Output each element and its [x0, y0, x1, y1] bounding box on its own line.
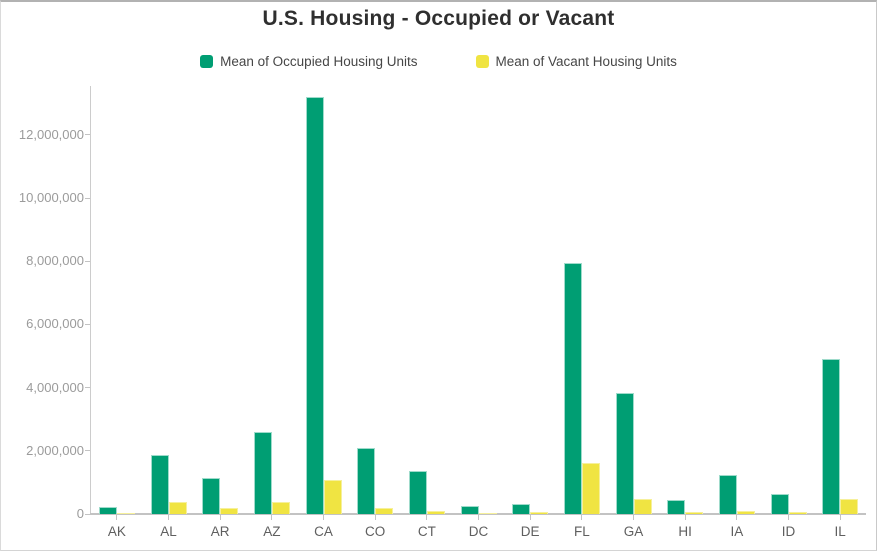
y-axis-label: 10,000,000	[18, 190, 84, 205]
y-axis-tick	[85, 450, 90, 452]
bar-vacant-co[interactable]	[375, 508, 394, 514]
x-axis-label-ia: IA	[730, 524, 744, 539]
x-axis-tick	[529, 515, 531, 520]
y-axis-label: 2,000,000	[26, 442, 84, 458]
x-axis-tick	[684, 515, 686, 520]
x-axis-label-fl: FL	[573, 524, 590, 539]
bar-vacant-il[interactable]	[840, 499, 859, 514]
legend-swatch-vacant-icon	[475, 55, 489, 68]
y-axis-tick	[85, 323, 90, 325]
x-axis-tick	[168, 515, 169, 520]
y-axis-line	[90, 86, 91, 514]
bar-vacant-ca[interactable]	[323, 480, 342, 514]
x-axis-tick	[839, 515, 841, 520]
bar-occupied-ga[interactable]	[615, 393, 634, 514]
bar-vacant-ga[interactable]	[633, 499, 652, 514]
x-axis-tick	[788, 515, 789, 520]
bar-vacant-id[interactable]	[788, 512, 807, 514]
y-axis-tick	[85, 197, 90, 199]
x-axis-tick	[426, 515, 428, 520]
x-axis-tick	[581, 515, 583, 520]
x-axis-line	[90, 513, 866, 515]
chart-title: U.S. Housing - Occupied or Vacant	[262, 7, 615, 30]
bar-vacant-al[interactable]	[168, 502, 187, 514]
legend-label-vacant: Mean of Vacant Housing Units	[495, 54, 677, 69]
bar-vacant-fl[interactable]	[581, 463, 600, 514]
legend-item-occupied[interactable]: Mean of Occupied Housing Units	[200, 54, 418, 69]
legend-label-occupied: Mean of Occupied Housing Units	[220, 54, 418, 69]
x-axis-tick	[478, 515, 479, 520]
x-axis-label-al: AL	[160, 524, 177, 539]
x-axis-label-az: AZ	[263, 524, 281, 539]
bar-occupied-ar[interactable]	[202, 478, 221, 514]
x-axis-label-dc: DC	[468, 524, 489, 539]
bar-vacant-de[interactable]	[530, 512, 549, 514]
x-axis-label-ga: GA	[623, 524, 644, 539]
y-axis-label: 6,000,000	[26, 316, 84, 332]
bar-occupied-dc[interactable]	[460, 506, 479, 514]
x-axis-tick	[323, 515, 324, 520]
bar-vacant-ak[interactable]	[116, 513, 135, 514]
bar-occupied-ak[interactable]	[98, 507, 117, 514]
bar-occupied-fl[interactable]	[563, 263, 582, 514]
x-axis-label-ct: CT	[417, 524, 436, 539]
x-axis-label-id: ID	[781, 524, 796, 539]
bar-occupied-de[interactable]	[512, 504, 531, 514]
x-axis-tick	[271, 515, 273, 520]
x-axis-tick	[633, 515, 634, 520]
bar-occupied-al[interactable]	[150, 455, 169, 514]
y-axis-label: 12,000,000	[18, 126, 84, 142]
bar-occupied-il[interactable]	[822, 359, 841, 514]
bar-vacant-hi[interactable]	[685, 512, 704, 514]
legend-item-vacant[interactable]: Mean of Vacant Housing Units	[475, 54, 677, 69]
bar-vacant-ar[interactable]	[220, 508, 239, 514]
bar-occupied-ct[interactable]	[408, 471, 427, 514]
x-axis-label-ar: AR	[210, 524, 230, 539]
x-axis-label-co: CO	[365, 524, 386, 539]
x-axis-label-hi: HI	[678, 524, 692, 539]
x-axis-tick	[116, 515, 118, 520]
y-axis-tick	[85, 387, 90, 389]
x-axis-tick	[219, 515, 221, 520]
y-axis-tick	[85, 134, 90, 136]
bar-occupied-ia[interactable]	[718, 475, 737, 514]
bar-vacant-ia[interactable]	[736, 511, 755, 514]
y-axis-label: 0	[76, 506, 84, 521]
y-axis-label: 8,000,000	[26, 253, 84, 269]
bar-occupied-az[interactable]	[253, 432, 272, 514]
bar-occupied-co[interactable]	[357, 448, 376, 514]
bar-vacant-az[interactable]	[271, 502, 290, 514]
bar-occupied-ca[interactable]	[305, 97, 324, 514]
bar-vacant-ct[interactable]	[426, 511, 445, 514]
y-axis-tick	[85, 260, 90, 262]
x-axis-label-de: DE	[520, 524, 540, 539]
x-axis-tick	[374, 515, 376, 520]
legend-swatch-occupied-icon	[200, 55, 214, 68]
x-axis-tick	[736, 515, 738, 520]
x-axis-label-il: IL	[834, 524, 846, 539]
bar-occupied-id[interactable]	[770, 494, 789, 514]
legend: Mean of Occupied Housing Units Mean of V…	[0, 54, 877, 69]
y-axis-label: 4,000,000	[26, 379, 84, 395]
y-axis-tick	[85, 513, 90, 515]
bar-occupied-hi[interactable]	[667, 500, 686, 514]
x-axis-label-ca: CA	[314, 524, 333, 539]
x-axis-label-ak: AK	[107, 524, 126, 539]
bar-vacant-dc[interactable]	[478, 513, 497, 514]
